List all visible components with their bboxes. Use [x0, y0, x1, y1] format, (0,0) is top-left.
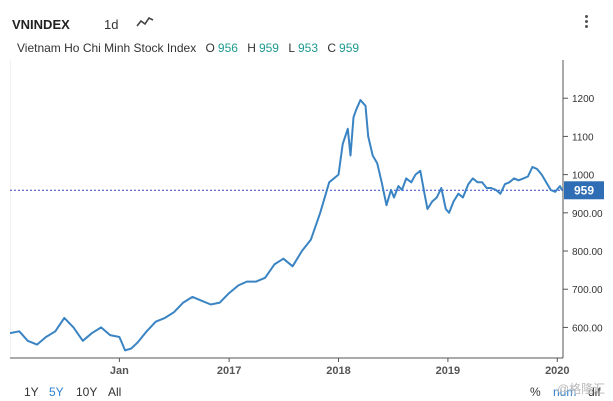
legend: Vietnam Ho Chi Minh Stock Index O 956 H 95…	[17, 41, 359, 55]
price-chart[interactable]: 600.00 700.00 800.00 900.00 1000 1100 1200 Jan 2…	[9, 60, 613, 380]
interval-selector[interactable]: 1d	[104, 17, 119, 32]
range-10y-button[interactable]: 10Y	[76, 385, 98, 399]
x-tick-label: 2018	[326, 365, 350, 377]
y-tick-label: 1000	[572, 171, 595, 182]
y-tick-label: 1200	[572, 94, 595, 105]
chart-footer: 1Y 5Y 10Y All % num dif	[0, 380, 613, 401]
legend-name: Vietnam Ho Chi Minh Stock Index	[17, 41, 197, 55]
more-vertical-icon[interactable]	[582, 14, 590, 34]
y-tick-label: 700.00	[572, 285, 603, 296]
range-1y-button[interactable]: 1Y	[24, 385, 39, 399]
percent-scale-button[interactable]: %	[530, 385, 541, 399]
legend-open-value: 956	[217, 41, 238, 55]
y-tick-label: 600.00	[572, 323, 603, 334]
y-tick-label: 1100	[572, 132, 594, 143]
x-tick-label: Jan	[110, 365, 129, 377]
legend-open-label: O	[205, 41, 215, 55]
last-price-tag	[564, 181, 604, 200]
difference-scale-button[interactable]: dif	[588, 385, 601, 399]
chart-header: VNINDEX 1d Vietnam Ho Chi Minh Stock Ind…	[0, 0, 613, 60]
legend-high-value: 959	[258, 41, 279, 55]
legend-low-label: L	[288, 41, 295, 55]
x-tick-label: 2017	[217, 365, 241, 377]
symbol-label[interactable]: VNINDEX	[12, 17, 70, 32]
watermark-text: @格隆汇	[557, 382, 606, 396]
legend-close-label: C	[327, 41, 337, 55]
number-scale-button[interactable]: num	[553, 385, 577, 399]
last-price-tag-label: 959	[574, 183, 594, 197]
line-chart-icon[interactable]	[136, 14, 154, 30]
y-tick-label: 800.00	[572, 247, 603, 258]
legend-close-value: 959	[339, 41, 360, 55]
range-all-button[interactable]: All	[108, 385, 122, 399]
price-series-line	[9, 99, 563, 352]
y-tick-label: 900.00	[572, 209, 603, 220]
x-tick-label: 2020	[545, 365, 569, 377]
legend-high-label: H	[247, 41, 256, 55]
legend-low-value: 953	[298, 41, 319, 55]
range-5y-button[interactable]: 5Y	[49, 385, 64, 399]
chart-area[interactable]: 600.00 700.00 800.00 900.00 1000 1100 1200 Jan 2…	[9, 60, 613, 380]
x-tick-label: 2019	[436, 365, 460, 377]
